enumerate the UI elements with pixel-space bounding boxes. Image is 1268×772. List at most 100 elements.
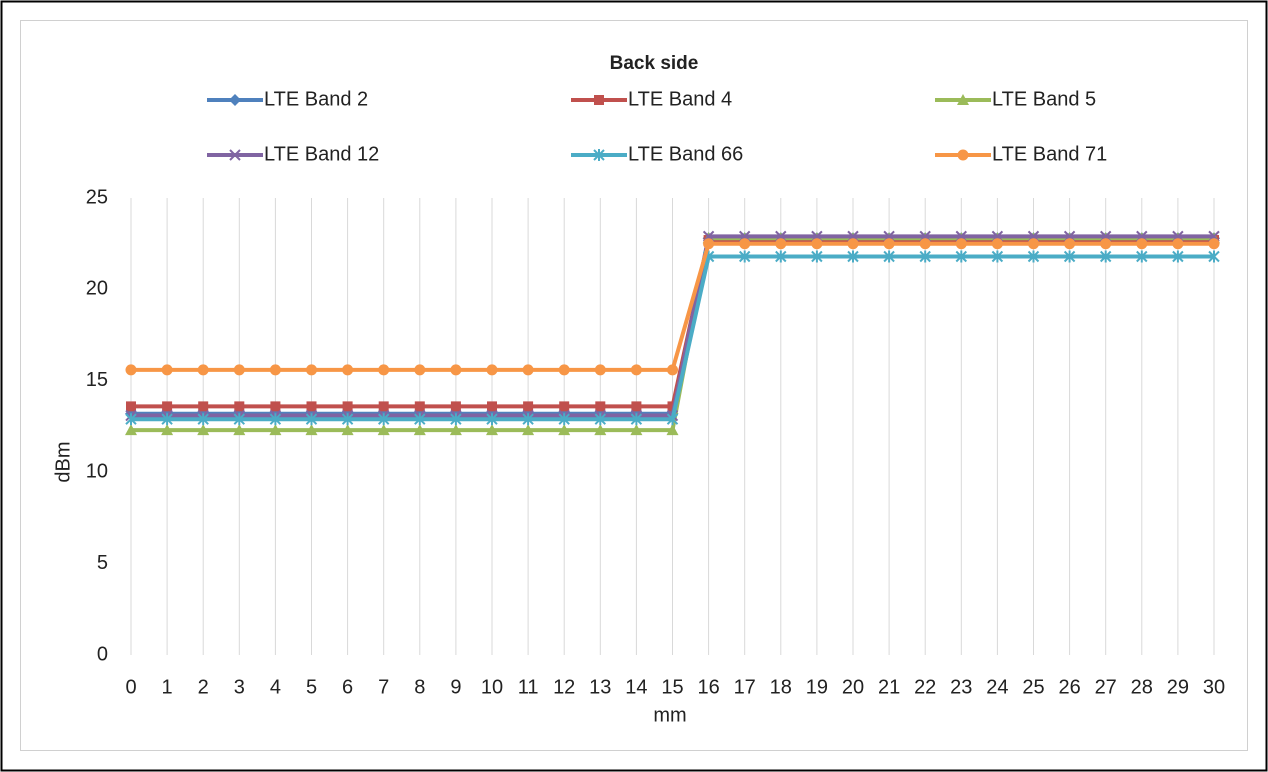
marker: [197, 364, 209, 376]
x-tick-label: 2: [198, 676, 209, 698]
marker: [991, 250, 1004, 263]
marker: [847, 238, 859, 250]
y-tick-label: 10: [86, 460, 108, 482]
marker: [919, 250, 931, 263]
marker: [630, 424, 643, 436]
x-tick-label: 19: [806, 676, 828, 698]
x-tick-label: 23: [950, 676, 972, 698]
marker: [306, 401, 317, 412]
chart-frame: [20, 20, 1248, 751]
marker: [414, 364, 426, 376]
marker: [233, 424, 246, 436]
marker: [775, 250, 787, 263]
marker: [414, 401, 425, 412]
x-tick-label: 8: [414, 676, 425, 698]
marker: [198, 401, 209, 412]
marker: [229, 149, 241, 161]
marker: [487, 401, 497, 412]
marker: [197, 413, 209, 426]
marker: [847, 250, 859, 263]
marker: [775, 238, 787, 250]
marker: [378, 364, 390, 376]
marker: [341, 413, 354, 426]
marker: [413, 424, 426, 436]
marker: [270, 401, 281, 412]
x-tick-label: 6: [342, 676, 353, 698]
marker: [233, 364, 245, 376]
x-tick-label: 12: [553, 676, 575, 698]
marker: [703, 238, 715, 250]
x-tick-label: 14: [625, 676, 647, 698]
marker: [559, 401, 570, 412]
marker: [125, 364, 137, 376]
marker: [811, 250, 823, 263]
marker: [558, 413, 570, 426]
legend-label: LTE Band 4: [628, 88, 732, 110]
y-tick-label: 15: [86, 369, 108, 391]
marker: [1172, 250, 1184, 263]
legend-label: LTE Band 5: [992, 88, 1096, 110]
marker: [739, 238, 751, 250]
marker: [738, 250, 751, 263]
marker: [811, 238, 823, 250]
chart-title: Back side: [610, 53, 699, 74]
marker: [342, 401, 353, 412]
marker: [449, 424, 462, 436]
marker: [269, 413, 282, 426]
marker: [1136, 250, 1148, 263]
x-tick-label: 4: [270, 676, 281, 698]
marker: [486, 364, 498, 376]
marker: [269, 364, 281, 376]
marker: [197, 424, 210, 436]
marker: [1100, 238, 1112, 250]
marker: [883, 250, 895, 263]
legend-label: LTE Band 2: [264, 88, 368, 110]
x-tick-label: 15: [661, 676, 683, 698]
marker: [269, 424, 282, 436]
marker: [342, 364, 354, 376]
x-tick-label: 20: [842, 676, 864, 698]
x-tick-label: 5: [306, 676, 317, 698]
marker: [1136, 238, 1148, 250]
x-tick-label: 3: [234, 676, 245, 698]
marker: [1208, 238, 1220, 250]
legend-label: LTE Band 71: [992, 143, 1107, 165]
marker: [1099, 250, 1112, 263]
x-tick-label: 22: [914, 676, 936, 698]
marker: [1172, 238, 1184, 250]
y-tick-label: 0: [97, 643, 108, 665]
marker: [955, 250, 968, 263]
x-tick-label: 18: [770, 676, 792, 698]
x-tick-label: 11: [518, 676, 539, 698]
x-tick-label: 26: [1058, 676, 1080, 698]
marker: [125, 424, 137, 436]
marker: [161, 424, 174, 436]
marker: [229, 94, 241, 106]
marker: [522, 424, 535, 436]
marker: [486, 424, 498, 436]
marker: [883, 238, 895, 250]
marker: [1028, 238, 1039, 250]
marker: [377, 424, 390, 436]
marker: [957, 94, 969, 105]
marker: [522, 364, 534, 376]
marker: [450, 364, 462, 376]
marker: [594, 364, 606, 376]
marker: [957, 149, 969, 161]
marker: [162, 401, 173, 412]
y-tick-label: 25: [86, 186, 108, 208]
marker: [594, 424, 607, 436]
marker: [593, 149, 605, 161]
x-tick-label: 27: [1095, 676, 1117, 698]
marker: [414, 413, 426, 426]
marker: [234, 401, 245, 412]
marker: [523, 401, 534, 412]
x-tick-label: 10: [481, 676, 503, 698]
y-axis-title: dBm: [52, 441, 74, 482]
marker: [233, 413, 246, 426]
marker: [919, 238, 931, 250]
x-tick-label: 1: [162, 676, 173, 698]
marker: [666, 413, 679, 426]
x-tick-label: 13: [589, 676, 611, 698]
